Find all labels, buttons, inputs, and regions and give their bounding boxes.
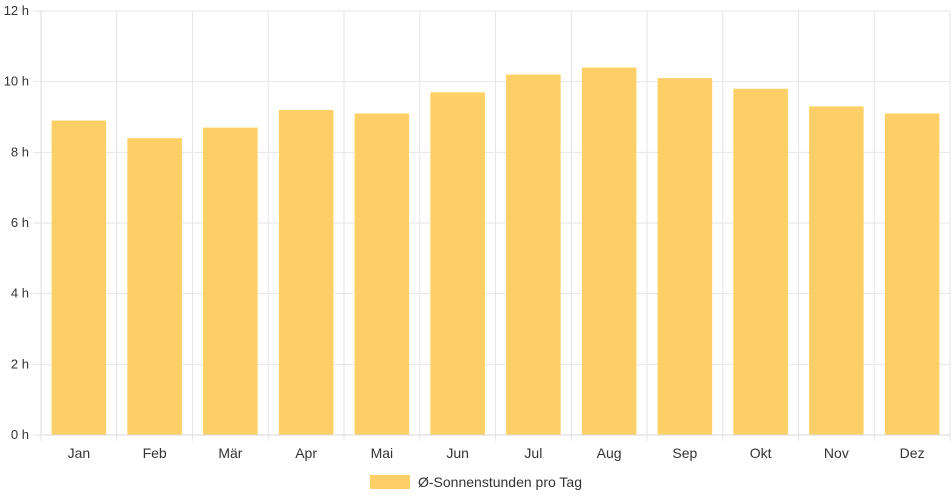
x-tick-label: Apr [295, 445, 317, 461]
y-tick-label: 8 h [11, 144, 29, 159]
x-tick-label: Aug [597, 445, 622, 461]
x-tick-label: Mär [218, 445, 242, 461]
y-tick-label: 10 h [4, 74, 29, 89]
bar-dez[interactable] [884, 113, 940, 435]
x-tick-label: Nov [824, 445, 849, 461]
y-tick-label: 2 h [11, 356, 29, 371]
bar-sep[interactable] [657, 78, 713, 435]
y-tick-label: 4 h [11, 286, 29, 301]
x-tick-label: Okt [750, 445, 772, 461]
bar-jun[interactable] [430, 92, 485, 436]
x-tick-label: Mai [371, 445, 394, 461]
bar-jan[interactable] [51, 120, 107, 436]
legend[interactable]: Ø-Sonnenstunden pro Tag [370, 472, 582, 492]
x-tick-label: Jun [446, 445, 469, 461]
x-tick-label: Feb [143, 445, 167, 461]
y-tick-label: 0 h [11, 427, 29, 442]
bar-chart: 0 h 2 h 4 h 6 h 8 h 10 h 12 h Jan Feb Mär Apr Mai Ju… [4, 3, 951, 461]
legend-label: Ø-Sonnenstunden pro Tag [418, 474, 582, 490]
bar-feb[interactable] [127, 138, 182, 435]
x-tick-label: Sep [672, 445, 697, 461]
y-tick-label: 12 h [4, 3, 29, 18]
bar-apr[interactable] [278, 109, 334, 435]
y-tick-label: 6 h [11, 215, 29, 230]
x-tick-label: Dez [900, 445, 925, 461]
bar-aug[interactable] [581, 67, 637, 436]
x-tick-label: Jan [68, 445, 91, 461]
bar-nov[interactable] [809, 106, 864, 436]
bar-mai[interactable] [354, 113, 410, 435]
bar-okt[interactable] [733, 88, 788, 435]
bar-mär[interactable] [203, 127, 258, 435]
bar-jul[interactable] [506, 74, 561, 435]
x-tick-label: Jul [524, 445, 542, 461]
legend-swatch [370, 475, 410, 489]
